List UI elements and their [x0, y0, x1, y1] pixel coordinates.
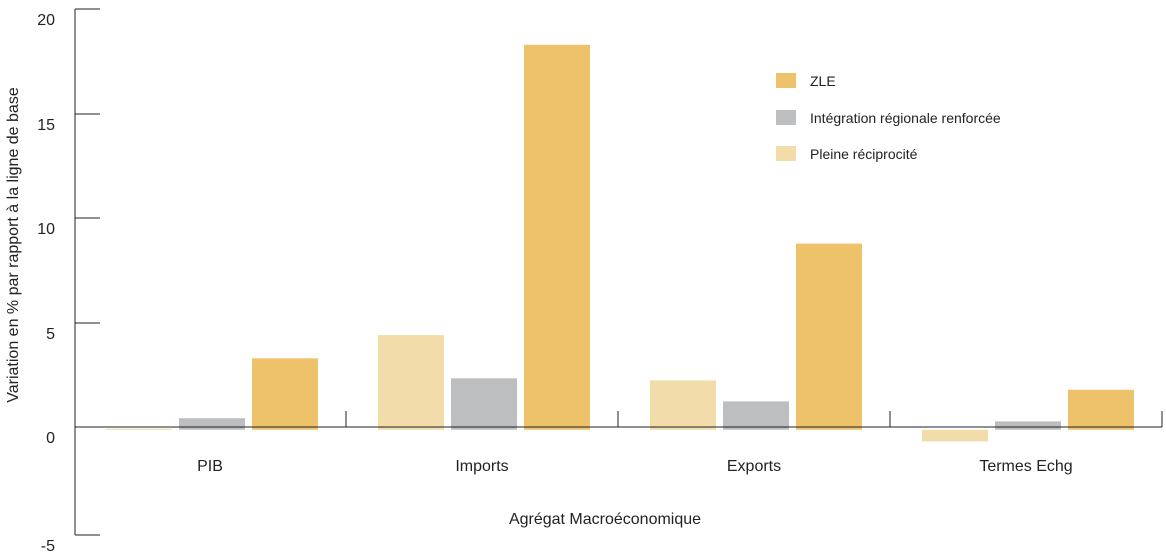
- bar-exports-1: [723, 401, 789, 430]
- bar-imports-1: [451, 378, 517, 430]
- category-label-imports: Imports: [455, 458, 508, 475]
- x-axis-ticks: [345, 411, 1163, 427]
- legend-swatch-integration: [776, 110, 796, 125]
- y-tick-label: 15: [37, 117, 55, 134]
- bar-pib-0: [106, 428, 172, 430]
- legend-label-zle: ZLE: [810, 73, 836, 89]
- y-tick-label: 10: [37, 221, 55, 238]
- y-tick-labels: 20 15 10 5 0 -5: [37, 12, 55, 552]
- y-tick-label: 20: [37, 12, 55, 29]
- legend: ZLE Intégration régionale renforcée Plei…: [776, 73, 1001, 162]
- bar-termes-echg-0: [922, 429, 988, 442]
- x-axis-title: Agrégat Macroéconomique: [509, 511, 701, 528]
- bar-termes-echg-2: [1068, 389, 1134, 430]
- legend-swatch-zle: [776, 73, 796, 88]
- y-axis-ticks: [75, 8, 100, 536]
- category-label-pib: PIB: [197, 458, 223, 475]
- bar-pib-2: [252, 358, 318, 430]
- legend-swatch-reciprocite: [776, 146, 796, 161]
- bar-termes-echg-1: [995, 421, 1061, 430]
- y-tick-label: 0: [46, 430, 55, 447]
- bar-imports-2: [524, 44, 590, 430]
- legend-label-reciprocite: Pleine réciprocité: [810, 146, 918, 162]
- bar-exports-2: [796, 243, 862, 430]
- y-tick-label: 5: [46, 326, 55, 343]
- bar-exports-0: [650, 380, 716, 430]
- bar-imports-0: [378, 335, 444, 430]
- category-labels: PIB Imports Exports Termes Echg: [197, 458, 1073, 475]
- category-label-termes: Termes Echg: [979, 458, 1072, 475]
- legend-label-integration: Intégration régionale renforcée: [810, 110, 1001, 126]
- bars-layer: [106, 44, 1134, 442]
- y-axis-title: Variation en % par rapport à la ligne de…: [5, 87, 22, 403]
- category-label-exports: Exports: [727, 458, 781, 475]
- bar-pib-1: [179, 418, 245, 430]
- y-tick-label: -5: [41, 538, 55, 552]
